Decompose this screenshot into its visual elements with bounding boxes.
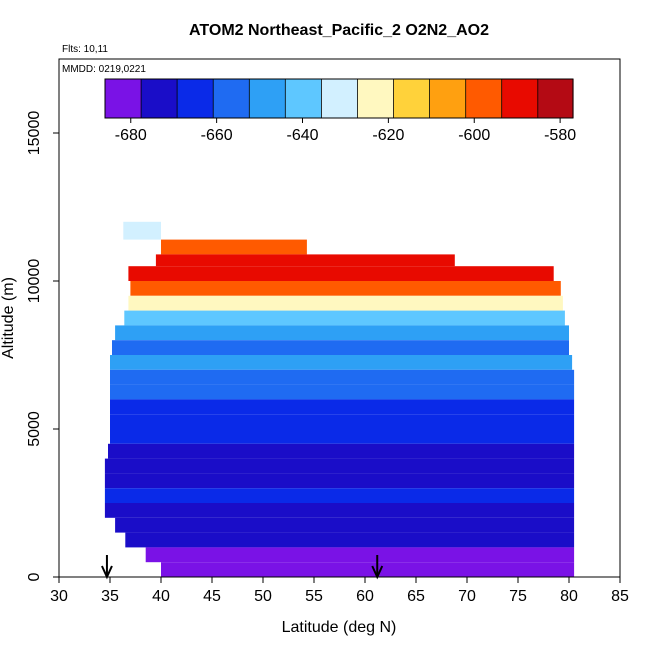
- colorbar-bin: [177, 79, 214, 118]
- heatmap-layer: [145, 547, 575, 563]
- heatmap-layer: [110, 429, 575, 444]
- y-tick-label: 15000: [26, 111, 43, 156]
- heatmap-layer: [125, 532, 575, 548]
- x-tick-label: 75: [509, 588, 527, 605]
- heatmap-layer: [124, 310, 565, 326]
- x-tick-label: 35: [101, 588, 119, 605]
- heatmap-layer: [155, 254, 455, 267]
- heatmap-layer: [110, 399, 575, 415]
- heatmap-cells: [104, 221, 575, 577]
- colorbar-bin: [105, 79, 142, 118]
- heatmap-layer: [104, 503, 575, 518]
- colorbar-bin: [321, 79, 359, 118]
- colorbar-bin: [141, 79, 178, 118]
- flights-note: Flts: 10,11: [62, 44, 108, 55]
- heatmap-layer: [110, 384, 575, 400]
- heatmap-layer: [110, 355, 573, 370]
- heatmap-layer: [104, 458, 575, 474]
- heatmap-layer: [110, 369, 575, 385]
- y-axis-label: Altitude (m): [0, 277, 17, 359]
- colorbar: -680 -660 -640 -620 -600 -580: [104, 78, 576, 144]
- colorbar-bin: [393, 79, 431, 118]
- x-tick-label: 70: [458, 588, 476, 605]
- colorbar-tick-label: -680: [115, 127, 147, 144]
- colorbar-bin: [285, 79, 322, 118]
- heatmap-layer: [161, 239, 307, 255]
- plot-frame: [58, 58, 621, 578]
- x-tick-label: 55: [305, 588, 323, 605]
- x-tick-label: 45: [203, 588, 221, 605]
- x-tick-label: 40: [152, 588, 170, 605]
- y-tick-label: 0: [26, 572, 43, 581]
- y-tick-label: 5000: [26, 411, 43, 447]
- colorbar-tick-label: -580: [544, 127, 576, 144]
- colorbar-bin: [249, 79, 286, 118]
- y-tick-label: 10000: [26, 259, 43, 304]
- heatmap-layer: [123, 221, 161, 240]
- date-note: MMDD: 0219,0221: [62, 64, 146, 75]
- x-tick-label: 50: [254, 588, 272, 605]
- heatmap-layer: [161, 562, 575, 577]
- x-tick-label: 30: [50, 588, 68, 605]
- x-axis-label: Latitude (deg N): [282, 619, 397, 636]
- colorbar-tick-label: -660: [201, 127, 233, 144]
- x-tick-label: 60: [356, 588, 374, 605]
- colorbar-bin: [537, 79, 574, 118]
- heatmap-layer: [104, 473, 575, 489]
- colorbar-tick-label: -640: [286, 127, 318, 144]
- heatmap-layer: [110, 414, 575, 429]
- colorbar-tick-label: -600: [458, 127, 490, 144]
- heatmap-layer: [115, 517, 575, 533]
- colorbar-bin: [357, 79, 395, 118]
- colorbar-bin: [465, 79, 503, 118]
- heatmap-layer: [128, 266, 554, 281]
- heatmap-layer: [128, 295, 563, 311]
- chart-title: ATOM2 Northeast_Pacific_2 O2N2_AO2: [189, 22, 489, 39]
- colorbar-bin: [501, 79, 539, 118]
- heatmap-layer: [108, 443, 575, 459]
- x-tick-label: 85: [611, 588, 629, 605]
- colorbar-bin: [213, 79, 250, 118]
- colorbar-bin: [429, 79, 467, 118]
- heatmap-layer: [130, 281, 561, 296]
- colorbar-frame: [104, 78, 574, 119]
- heatmap-layer: [112, 340, 569, 355]
- heatmap-layer: [104, 488, 575, 503]
- x-tick-label: 65: [407, 588, 425, 605]
- x-tick-label: 80: [560, 588, 578, 605]
- colorbar-tick-label: -620: [372, 127, 404, 144]
- axes: 30 35 40 45 50 55 60 65 70 75 80 85 0 5000 10000 15000: [26, 111, 629, 605]
- heatmap-layer: [115, 325, 569, 341]
